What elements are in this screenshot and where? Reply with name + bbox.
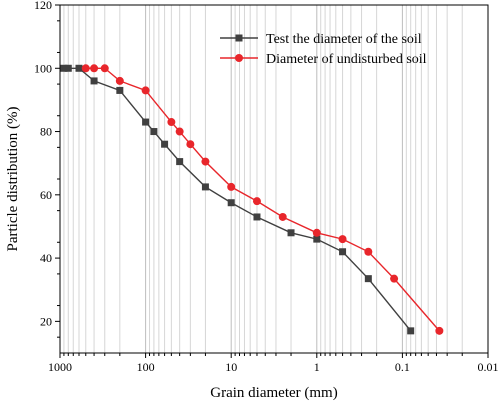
data-point-circle [435, 326, 444, 335]
data-point-square [201, 183, 209, 191]
y-tick-label: 120 [34, 0, 52, 12]
legend: Test the diameter of the soil Diameter o… [220, 32, 427, 67]
x-axis-label: Grain diameter (mm) [210, 385, 337, 401]
grid-lines [63, 5, 489, 353]
data-point-square [313, 235, 321, 243]
data-point-circle [115, 76, 124, 85]
data-point-square [161, 140, 169, 148]
series-line [85, 67, 440, 332]
data-point-circle [338, 235, 347, 244]
data-point-square [64, 64, 72, 72]
legend-label-test-soil: Test the diameter of the soil [266, 32, 422, 47]
y-tick-label: 20 [40, 314, 52, 328]
x-tick-label: 100 [137, 360, 155, 374]
data-point-circle [201, 157, 210, 166]
data-point-circle [278, 212, 287, 221]
series-0 [60, 64, 415, 335]
data-point-circle [175, 127, 184, 136]
data-point-circle [227, 182, 236, 191]
series-lines [60, 64, 444, 335]
y-tick-label: 100 [34, 61, 52, 75]
x-tick-label: 10 [225, 360, 237, 374]
data-point-square [116, 86, 124, 94]
legend-item-test-soil: Test the diameter of the soil [220, 32, 422, 47]
x-tick-label: 0.1 [395, 360, 410, 374]
y-tick-label: 40 [40, 251, 52, 265]
legend-label-undisturbed-soil: Diameter of undisturbed soil [266, 52, 427, 67]
series-line [63, 67, 412, 332]
data-point-circle [186, 140, 195, 149]
data-point-circle [90, 64, 99, 73]
x-tick-label: 1000 [48, 360, 72, 374]
data-point-square [60, 64, 68, 72]
data-point-square [176, 158, 184, 166]
series-1 [81, 64, 444, 335]
legend-item-undisturbed-soil: Diameter of undisturbed soil [220, 52, 427, 67]
data-point-circle [364, 247, 373, 256]
data-point-square [364, 275, 372, 283]
data-point-square [150, 128, 158, 136]
data-point-circle [100, 64, 109, 73]
data-point-square [253, 213, 261, 221]
data-point-circle [141, 86, 150, 95]
data-point-square [227, 199, 235, 207]
data-point-circle [252, 197, 261, 206]
data-point-square [90, 77, 98, 85]
axis-ticks: 1000 100 10 1 0.1 0.01 20 40 60 80 100 120 [34, 0, 498, 374]
data-point-square [142, 118, 150, 126]
legend-marker-square [235, 34, 243, 42]
x-tick-label: 1 [314, 360, 320, 374]
x-tick-label: 0.01 [478, 360, 498, 374]
data-point-square [339, 248, 347, 256]
y-tick-label: 80 [40, 125, 52, 139]
y-axis-label: Particle distribution (%) [5, 107, 21, 252]
y-tick-label: 60 [40, 188, 52, 202]
data-point-square [75, 64, 83, 72]
data-point-circle [81, 64, 90, 73]
data-point-circle [312, 228, 321, 237]
data-point-circle [390, 274, 399, 283]
data-point-square [287, 229, 295, 237]
data-point-circle [167, 118, 176, 127]
legend-marker-circle [235, 54, 243, 62]
data-point-square [407, 327, 415, 335]
